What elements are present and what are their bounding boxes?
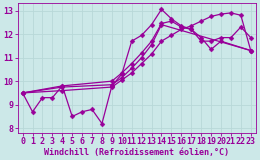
X-axis label: Windchill (Refroidissement éolien,°C): Windchill (Refroidissement éolien,°C) (44, 148, 229, 156)
